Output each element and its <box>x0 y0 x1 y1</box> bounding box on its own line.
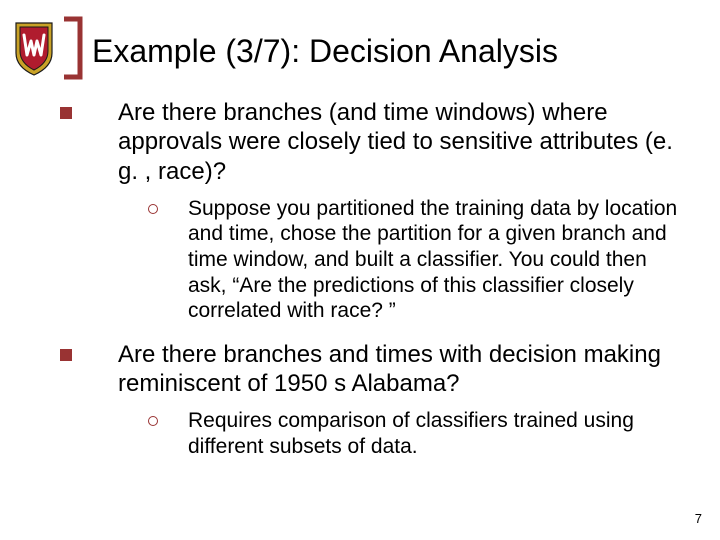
content-area: Are there branches (and time windows) wh… <box>0 80 720 460</box>
uw-crest-icon <box>14 21 54 77</box>
page-number: 7 <box>695 511 702 526</box>
bullet-level2: Suppose you partitioned the training dat… <box>60 196 690 324</box>
bullet-text: Are there branches and times with decisi… <box>118 340 690 399</box>
slide-title: Example (3/7): Decision Analysis <box>92 33 558 70</box>
sub-bullet-text: Requires comparison of classifiers train… <box>188 408 690 459</box>
circle-bullet-icon <box>148 204 158 214</box>
sub-bullet-text: Suppose you partitioned the training dat… <box>188 196 690 324</box>
header-row: Example (3/7): Decision Analysis <box>0 0 720 80</box>
square-bullet-icon <box>60 349 72 361</box>
slide: Example (3/7): Decision Analysis Are the… <box>0 0 720 540</box>
square-bullet-icon <box>60 107 72 119</box>
bullet-level2: Requires comparison of classifiers train… <box>60 408 690 459</box>
bracket-icon <box>60 16 86 80</box>
bullet-level1: Are there branches and times with decisi… <box>60 340 690 399</box>
bullet-level1: Are there branches (and time windows) wh… <box>60 98 690 186</box>
bullet-text: Are there branches (and time windows) wh… <box>118 98 690 186</box>
circle-bullet-icon <box>148 416 158 426</box>
